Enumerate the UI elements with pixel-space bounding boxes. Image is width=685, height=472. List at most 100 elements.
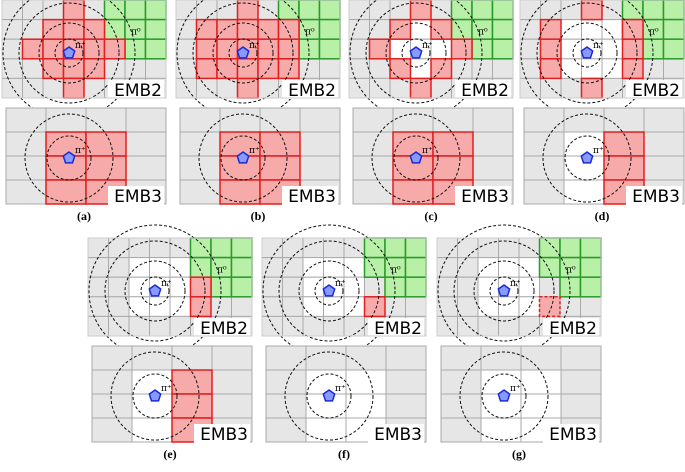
cell [385, 345, 427, 371]
cell [436, 257, 458, 278]
cell [559, 296, 581, 317]
red-cell [189, 296, 212, 318]
cell [108, 237, 130, 259]
pion-label: π⁺ [335, 279, 346, 289]
cell [560, 0, 582, 21]
green-cell [621, 0, 644, 21]
emb3-layer: π⁺ EMB3 [5, 107, 167, 207]
radius-circle [262, 224, 396, 358]
green-cell [189, 237, 212, 259]
red-cell [257, 38, 280, 60]
cell [179, 131, 221, 157]
green-cell [144, 18, 167, 40]
pion-marker [62, 46, 76, 59]
emb3-layer: π⁺ EMB3 [265, 345, 427, 445]
red-cell [621, 38, 644, 60]
pi0-label: π⁰ [391, 265, 401, 275]
red-cell [432, 155, 474, 181]
cell [125, 131, 167, 157]
green-cell [124, 0, 147, 21]
radius-circle [401, 38, 431, 68]
border [436, 237, 602, 337]
cell [169, 276, 191, 298]
panel: π⁺ π⁰ EMB2 π⁺ EMB3 (e) [87, 224, 253, 461]
cell [540, 77, 562, 99]
radius-circle [228, 38, 258, 68]
cell [520, 393, 562, 419]
cell [523, 179, 565, 205]
pion-marker [322, 284, 336, 297]
cell [87, 315, 109, 337]
green-cell [404, 256, 427, 278]
pion-label: π⁺ [593, 41, 604, 51]
cell [22, 19, 44, 40]
cell [392, 107, 434, 133]
green-cell [662, 38, 685, 60]
red-cell [539, 38, 562, 60]
emb2-layer: π⁺ π⁰ EMB2 [87, 224, 253, 358]
cell [179, 107, 221, 133]
radius-circle [520, 0, 654, 120]
cell [348, 0, 370, 21]
cell [125, 107, 167, 133]
cell [457, 237, 479, 259]
cell [436, 315, 458, 337]
red-cell [580, 77, 603, 99]
radius-circle [88, 224, 222, 358]
emb3-label: EMB3 [374, 425, 422, 445]
red-cell [259, 155, 301, 181]
cell [131, 369, 173, 395]
cell [440, 369, 482, 395]
cell [352, 179, 394, 205]
cell [385, 393, 427, 419]
cell [518, 315, 540, 337]
cell [457, 276, 479, 298]
cell [385, 369, 427, 395]
cell [539, 276, 561, 298]
red-cell [539, 18, 562, 40]
red-cell [195, 18, 218, 40]
cell [518, 276, 540, 298]
pion-marker [322, 389, 336, 402]
red-cell [103, 38, 126, 60]
cell [22, 77, 44, 99]
cell [145, 58, 167, 79]
cell [259, 107, 301, 133]
radius-circle [110, 351, 200, 441]
cell [257, 77, 279, 99]
green-cell [384, 237, 407, 259]
cell [384, 296, 406, 317]
red-cell [83, 38, 106, 60]
red-cell [277, 58, 300, 80]
border [348, 0, 514, 99]
green-cell [318, 38, 341, 60]
radius-circle [46, 135, 92, 181]
cell [457, 257, 479, 278]
cell [319, 58, 341, 79]
red-cell [42, 58, 65, 80]
cell [299, 107, 341, 133]
label-bg [108, 186, 164, 205]
cell [305, 369, 347, 395]
label-bg [282, 186, 338, 205]
emb3-layer: π⁺ EMB3 [91, 345, 253, 445]
cell [663, 58, 685, 79]
pion-marker [148, 389, 162, 402]
cell [410, 58, 432, 79]
cell [519, 19, 541, 40]
label-bg [368, 318, 424, 337]
radius-circle [306, 373, 352, 419]
cell [125, 155, 167, 181]
red-cell [409, 0, 432, 21]
radius-circle [473, 260, 535, 322]
red-cell [85, 131, 127, 157]
green-cell [144, 38, 167, 60]
radius-circle [349, 0, 483, 120]
cell [196, 77, 218, 99]
cell [560, 19, 582, 40]
radius-circle [54, 38, 84, 68]
cell [282, 257, 304, 278]
border [87, 237, 253, 337]
cell [42, 0, 64, 21]
pion-label: π⁺ [75, 146, 86, 156]
